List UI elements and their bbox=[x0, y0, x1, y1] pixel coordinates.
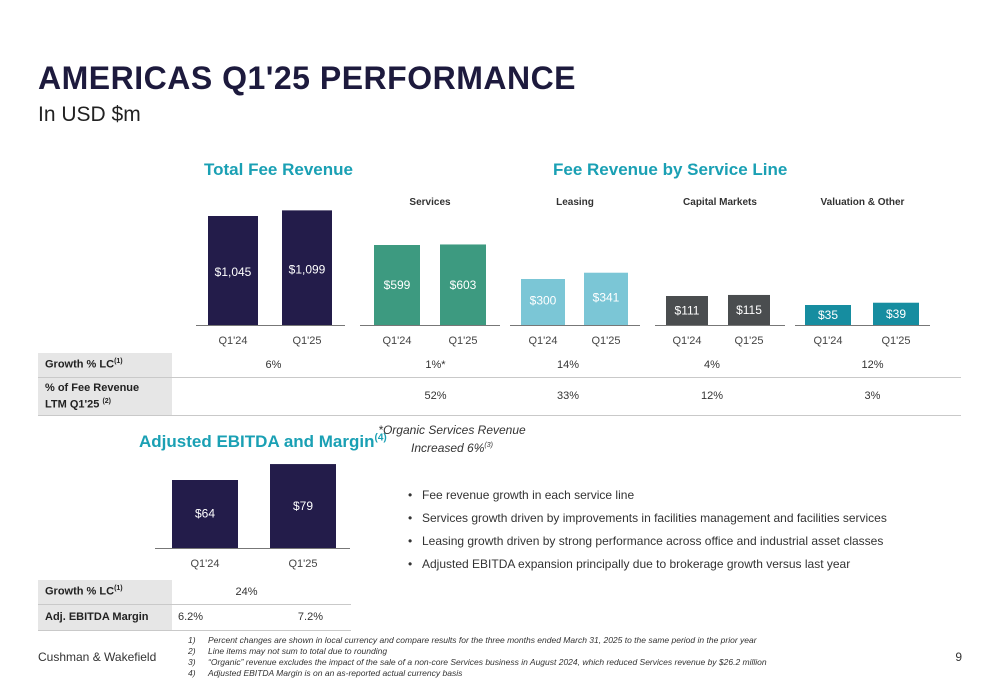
total-fee-revenue-tick-label: Q1'25 bbox=[292, 335, 321, 347]
adjusted-ebitda-and-margin-bar-value-label: $79 bbox=[293, 499, 313, 513]
ebitda-margin-row: Adj. EBITDA Margin 6.2% 7.2% bbox=[38, 604, 351, 631]
share-capital-markets: 12% bbox=[640, 377, 784, 416]
ebitda-metrics-table: Growth % LC(1) 24% Adj. EBITDA Margin 6.… bbox=[38, 580, 351, 631]
services-bar-value-label: $599 bbox=[384, 278, 411, 292]
capital-markets-bar-value-label: $115 bbox=[736, 303, 762, 317]
services-subtitle: Services bbox=[409, 197, 451, 208]
leasing-bar bbox=[521, 279, 565, 325]
services-tick-label: Q1'25 bbox=[448, 335, 477, 347]
ebitda-growth-value: 24% bbox=[172, 580, 351, 605]
total-fee-revenue-tick-label: Q1'24 bbox=[218, 335, 247, 347]
company-name: Cushman & Wakefield bbox=[38, 650, 157, 664]
services-bar bbox=[374, 245, 420, 325]
organic-services-note: *Organic Services Revenue Increased 6%(3… bbox=[378, 423, 526, 455]
leasing-subtitle: Leasing bbox=[556, 197, 594, 208]
ebitda-growth-row: Growth % LC(1) 24% bbox=[38, 580, 351, 605]
share-valuation: 3% bbox=[784, 377, 961, 416]
footnote: 1) Percent changes are shown in local cur… bbox=[188, 635, 757, 645]
page-number: 9 bbox=[955, 650, 962, 664]
services-bar bbox=[440, 244, 486, 325]
valuation-other-bar-value-label: $35 bbox=[818, 308, 838, 322]
growth-row-label: Growth % LC(1) bbox=[38, 353, 172, 378]
share-row-label: % of Fee Revenue LTM Q1'25 (2) bbox=[38, 377, 172, 416]
total-fee-revenue-bar-value-label: $1,099 bbox=[289, 262, 326, 276]
capital-markets-tick-label: Q1'24 bbox=[672, 335, 701, 347]
total-fee-revenue-bar bbox=[282, 210, 332, 325]
footnote: 4) Adjusted EBITDA Margin is on an as-rep… bbox=[188, 668, 463, 678]
capital-markets-bar bbox=[728, 294, 770, 325]
ebitda-margin-label: Adj. EBITDA Margin bbox=[38, 604, 172, 631]
capital-markets-bar-value-label: $111 bbox=[675, 304, 700, 318]
share-leasing: 33% bbox=[496, 377, 640, 416]
services-bar-value-label: $603 bbox=[450, 278, 477, 292]
growth-services: 1%* bbox=[375, 353, 496, 378]
list-item: Fee revenue growth in each service line bbox=[408, 488, 887, 503]
footnote: 2) Line items may not sum to total due to… bbox=[188, 646, 388, 656]
services-tick-label: Q1'24 bbox=[382, 335, 411, 347]
capital-markets-tick-label: Q1'25 bbox=[734, 335, 763, 347]
ebitda-growth-label: Growth % LC(1) bbox=[38, 580, 172, 605]
leasing-tick-label: Q1'24 bbox=[528, 335, 557, 347]
leasing-bar-value-label: $341 bbox=[593, 290, 620, 304]
adjusted-ebitda-and-margin-tick-label: Q1'25 bbox=[288, 558, 317, 570]
valuation-other-subtitle: Valuation & Other bbox=[821, 197, 905, 208]
page-title: AMERICAS Q1'25 PERFORMANCE bbox=[38, 60, 577, 96]
ebitda-margin-q124: 6.2% bbox=[172, 604, 212, 631]
list-item: Leasing growth driven by strong performa… bbox=[408, 534, 887, 549]
growth-row: Growth % LC(1) 6% 1%* 14% 4% 12% bbox=[38, 353, 961, 378]
valuation-other-tick-label: Q1'25 bbox=[881, 335, 910, 347]
leasing-tick-label: Q1'25 bbox=[591, 335, 620, 347]
adjusted-ebitda-and-margin-bar-value-label: $64 bbox=[195, 506, 215, 520]
valuation-other-bar-value-label: $39 bbox=[886, 307, 906, 321]
share-total bbox=[172, 377, 375, 416]
total-fee-revenue-bar-value-label: $1,045 bbox=[215, 265, 252, 279]
adjusted-ebitda-and-margin-bar bbox=[270, 464, 336, 548]
share-row: % of Fee Revenue LTM Q1'25 (2) 52% 33% 12… bbox=[38, 377, 961, 416]
list-item: Adjusted EBITDA expansion principally du… bbox=[408, 557, 887, 572]
total-fee-revenue-title: Total Fee Revenue bbox=[204, 160, 353, 179]
fee-metrics-table: Growth % LC(1) 6% 1%* 14% 4% 12% % of Fe… bbox=[38, 353, 961, 416]
adjusted-ebitda-and-margin-tick-label: Q1'24 bbox=[190, 558, 219, 570]
leasing-bar bbox=[584, 272, 628, 325]
list-item: Services growth driven by improvements i… bbox=[408, 511, 887, 526]
footnotes: 1) Percent changes are shown in local cur… bbox=[188, 635, 767, 679]
adjusted-ebitda-and-margin-bar bbox=[172, 480, 238, 548]
valuation-other-tick-label: Q1'24 bbox=[813, 335, 842, 347]
growth-leasing: 14% bbox=[496, 353, 640, 378]
total-fee-revenue-bar bbox=[208, 216, 258, 325]
capital-markets-subtitle: Capital Markets bbox=[683, 197, 757, 208]
leasing-bar-value-label: $300 bbox=[530, 293, 557, 307]
highlights-list: Fee revenue growth in each service line … bbox=[408, 488, 887, 580]
valuation-other-bar bbox=[805, 305, 851, 325]
capital-markets-bar bbox=[666, 296, 708, 325]
growth-valuation: 12% bbox=[784, 353, 961, 378]
valuation-other-bar bbox=[873, 302, 919, 325]
ebitda-title: Adjusted EBITDA and Margin(4) bbox=[139, 432, 387, 451]
share-services: 52% bbox=[375, 377, 496, 416]
page-subtitle: In USD $m bbox=[38, 103, 141, 126]
ebitda-margin-q125: 7.2% bbox=[212, 604, 351, 631]
growth-total: 6% bbox=[172, 353, 375, 378]
footnote: 3) “Organic” revenue excludes the impact … bbox=[188, 657, 767, 667]
growth-capital-markets: 4% bbox=[640, 353, 784, 378]
service-line-title: Fee Revenue by Service Line bbox=[553, 160, 788, 179]
